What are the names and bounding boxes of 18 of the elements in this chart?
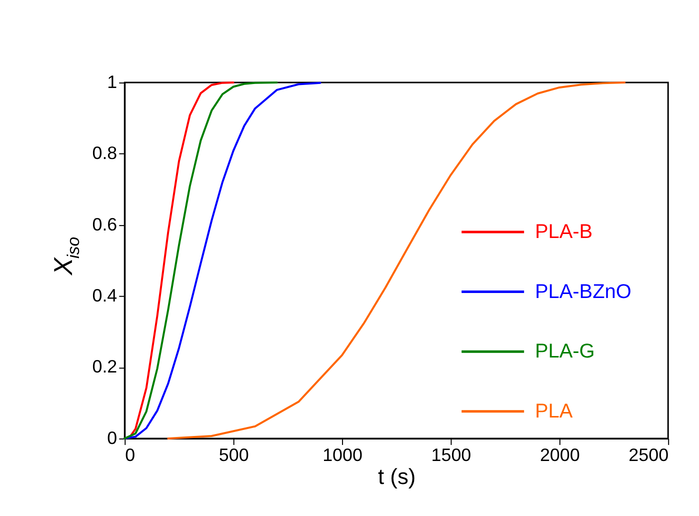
x-tick-label: 500 — [218, 444, 249, 465]
legend-label: PLA-BZnO — [534, 280, 632, 303]
legend-label: PLA-B — [534, 220, 593, 243]
x-axis-title: t (s) — [378, 464, 416, 489]
y-tick-label: 0.8 — [92, 143, 118, 164]
y-tick-label: 0.2 — [92, 356, 118, 377]
y-tick-label: 1 — [107, 72, 118, 92]
x-tick-label: 2000 — [540, 444, 580, 465]
x-tick-label: 1500 — [431, 444, 472, 465]
y-tick-label: 0.4 — [92, 286, 118, 306]
y-axis-title: Xiso — [50, 236, 83, 276]
y-tick-label: 0.6 — [92, 214, 118, 234]
x-tick-label: 1000 — [322, 444, 362, 465]
y-tick-label: 0 — [107, 428, 118, 448]
legend-label: PLA — [534, 400, 574, 422]
legend-label: PLA-G — [534, 340, 595, 363]
x-tick-label: 0 — [125, 444, 136, 465]
x-tick-label: 2500 — [628, 444, 669, 465]
